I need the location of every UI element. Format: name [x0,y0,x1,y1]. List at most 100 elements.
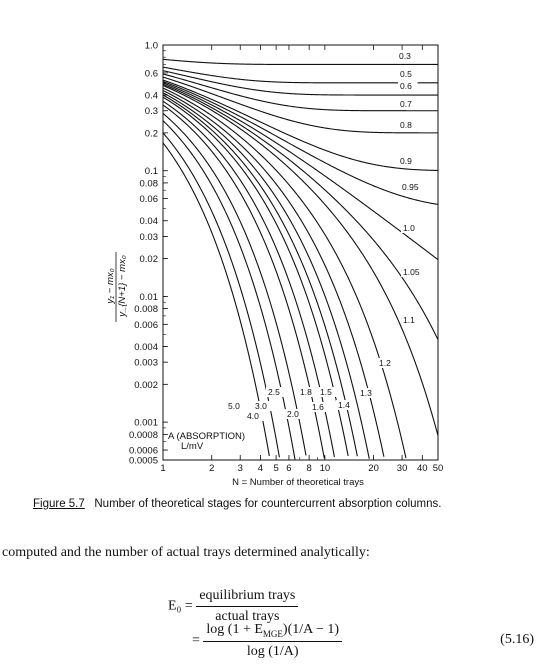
curve-label-1.2: 1.2 [379,358,391,368]
curve-label-2.0: 2.0 [287,409,299,419]
curve-label-bg [401,223,421,233]
curve-label-3.0: 3.0 [255,401,267,411]
curve-A-0.6 [162,70,438,96]
equation-number: (5.16) [500,632,534,647]
curve-label-bg [401,315,421,325]
y-tick-label: 0.008 [134,304,158,315]
y-tick-label: 0.001 [134,418,158,429]
curve-A-2.5 [162,112,307,456]
curve-label-bg [318,387,338,397]
y-axis-label-denominator: y_{N+1} − mx₀ [117,255,128,318]
curve-label-0.9: 0.9 [400,156,412,166]
figure-caption: Figure 5.7 Number of theoretical stages … [33,498,441,510]
y-tick-label: 0.04 [140,216,159,227]
y-tick-label: 0.004 [134,342,158,353]
curve-label-bg [358,388,378,398]
curve-label-1.1: 1.1 [403,315,415,325]
curve-label-0.7: 0.7 [400,99,412,109]
eq1-denominator: actual trays [215,609,280,624]
curve-label-1.4: 1.4 [338,400,350,410]
curve-A-0.3 [162,58,438,66]
y-tick-label: 0.4 [145,91,158,102]
eq1-numerator: equilibrium trays [196,588,299,607]
x-tick-label: 3 [238,463,243,474]
absorption-stages-chart: 1 2 3 4 5 6 8 10 20 30 40 50 1.0 0.6 0.4 0.3 0.2 0.10.08 0… [105,41,444,489]
x-tick-label: 50 [433,463,444,474]
curve-label-1.0: 1.0 [403,223,415,233]
curve-A-1.3 [162,89,385,457]
x-tick-label: 20 [368,463,379,474]
equation-line-2: = log (1 + EMGE)(1/A − 1) log (1/A) [192,622,343,660]
figure-number: Figure 5.7 [33,498,85,510]
curve-label-0.95: 0.95 [402,182,419,192]
x-tick-label: 4 [258,463,263,474]
curve-label-1.05: 1.05 [403,267,420,277]
y-tick-label: 0.002 [134,380,158,391]
y-tick-label: 1.0 [145,41,158,52]
eq2-num-sub: MGE [262,628,283,639]
curve-label-0.5: 0.5 [400,69,412,79]
y-tick-label: 0.06 [140,194,159,205]
curve-label-1.5: 1.5 [320,387,332,397]
annotation-absorption: A (ABSORPTION) [168,431,245,442]
curve-label-1.6: 1.6 [312,402,324,412]
eq2-fraction: log (1 + EMGE)(1/A − 1) log (1/A) [203,622,343,660]
curve-label-4.0: 4.0 [247,411,259,421]
curve-label-bg [266,387,286,397]
curve-A-0.9 [162,79,439,172]
curve-label-bg [310,402,330,412]
curve-label-bg [398,156,418,166]
curve-group [162,58,439,460]
curve-labels: 0.3 0.5 0.6 0.7 0.8 0.9 0.95 1.0 1.05 1.1 1.2 1.3 1.… [226,51,426,421]
y-tick-label: 0.0008 [129,430,158,441]
x-tick-label: 10 [320,463,331,474]
curve-label-bg [377,358,397,368]
curve-label-2.5: 2.5 [268,387,280,397]
curve-A-1.8 [162,100,335,457]
curve-label-bg [401,267,426,277]
curve-label-bg [397,51,417,61]
curve-label-0.6: 0.6 [400,81,412,91]
curve-A-1.6 [162,96,349,457]
curve-label-0.3: 0.3 [399,51,411,61]
eq2-equals: = [192,633,200,649]
curve-label-0.8: 0.8 [400,120,412,130]
curve-label-1.8: 1.8 [300,387,312,397]
curve-A-0.8 [162,76,438,134]
curve-label-bg [398,99,418,109]
curve-A-0.5 [162,66,438,84]
equation-line-1: E₀ = equilibrium trays actual trays [168,588,299,625]
curve-A-1.4 [162,92,370,459]
plot-frame [162,44,439,461]
eq-lhs: E₀ = [168,598,193,614]
eq2-num-b: )(1/A − 1) [282,622,340,637]
figure-caption-text: Number of theoretical stages for counter… [94,498,442,510]
x-tick-label: 6 [286,463,291,474]
eq1-fraction: equilibrium trays actual trays [196,588,299,625]
body-paragraph: computed and the number of actual trays … [2,545,370,560]
y-tick-label: 0.006 [134,320,158,331]
curve-A-1.5 [162,94,358,457]
y-tick-label: 0.6 [145,68,158,79]
curve-A-1.1 [162,85,439,436]
y-tick-label: 0.3 [145,106,158,117]
x-tick-label: 2 [209,463,214,474]
y-tick-label: 0.003 [134,358,158,369]
curve-A-0.7 [162,73,438,112]
y-tick-label: 0.2 [145,128,158,139]
x-tick-label: 30 [397,463,408,474]
curve-A-1.0 [162,82,439,261]
curve-label-bg [245,411,265,421]
y-tick-label: 0.1 [145,166,158,177]
curve-A-2.0 [162,104,325,459]
annotation-lmv: L/mV [181,441,204,452]
curve-A-1.2 [162,87,407,459]
y-axis-label-numerator: y₁ − mx₀ [105,268,116,304]
curve-label-bg [226,401,246,411]
curve-label-bg [285,409,305,419]
curve-label-bg [253,401,273,411]
eq2-denominator: log (1/A) [246,643,299,659]
curve-label-bg [398,81,418,91]
curve-label-5.0: 5.0 [228,401,240,411]
curve-label-1.3: 1.3 [360,388,372,398]
